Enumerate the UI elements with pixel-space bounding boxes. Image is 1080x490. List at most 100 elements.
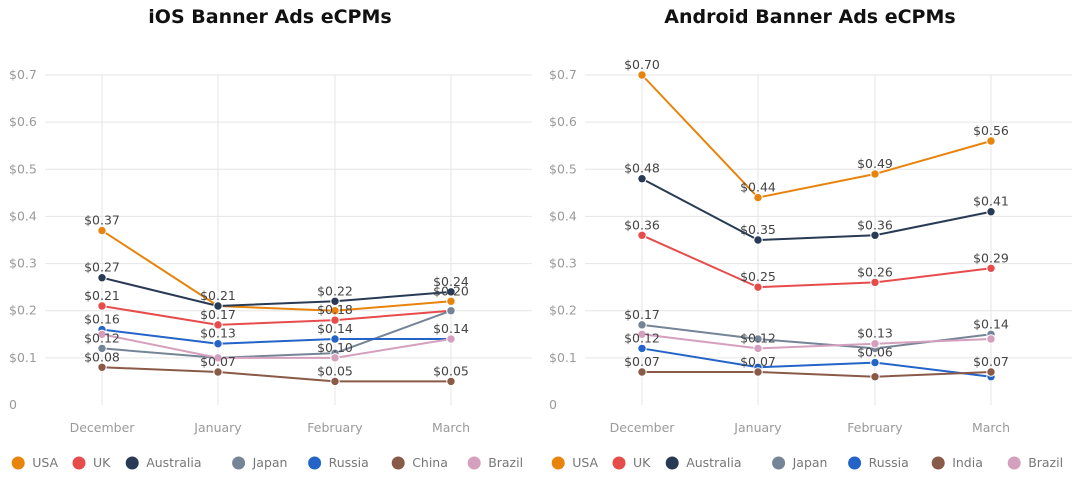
data-point-india: [637, 367, 647, 377]
ios-chart-plot: 0 $0.1 $0.2 $0.3 $0.4 $0.5 $0.6 $0.7 December Jan…: [9, 67, 532, 470]
legend-label: India: [952, 455, 983, 470]
data-label-usa: $0.21: [200, 288, 236, 303]
series-line-brazil: [641, 333, 992, 350]
y-tick-label: $0.4: [549, 208, 577, 223]
data-label-russia: $0.13: [200, 326, 236, 341]
y-tick-label: $0.6: [9, 114, 37, 129]
series-line-russia: [101, 328, 451, 345]
legend-item-brazil[interactable]: Brazil: [1007, 455, 1063, 470]
data-point-usa: [446, 296, 456, 306]
y-tick-label: $0.3: [549, 256, 577, 271]
data-label-uk: $0.26: [857, 264, 893, 279]
y-tick-label: $0.4: [9, 208, 37, 223]
series-line-uk: [101, 305, 452, 326]
data-point-brazil: [330, 353, 340, 363]
legend-label: Russia: [329, 455, 369, 470]
series-line-india: [642, 371, 992, 378]
chart-title: iOS Banner Ads eCPMs: [148, 6, 392, 28]
legend-swatch: [467, 456, 481, 470]
data-label-australia: $0.27: [84, 260, 120, 275]
series-line-uk: [641, 234, 992, 289]
data-label-uk: $0.21: [84, 288, 120, 303]
data-label-usa: $0.20: [433, 283, 469, 298]
legend-swatch: [72, 456, 86, 470]
data-point-brazil: [870, 339, 880, 349]
legend-swatch: [125, 456, 139, 470]
data-label-usa: $0.70: [624, 57, 660, 72]
y-tick-label: $0.3: [9, 256, 37, 271]
data-point-uk: [330, 315, 340, 325]
legend-item-australia[interactable]: Australia: [665, 455, 742, 470]
data-point-usa: [753, 192, 763, 203]
y-tick-label: $0.5: [9, 161, 37, 176]
series-line-brazil: [101, 333, 452, 359]
series-line-japan: [641, 323, 992, 350]
series-line-australia: [101, 276, 452, 307]
x-tick-label: March: [432, 420, 470, 435]
series-line-russia: [641, 347, 992, 378]
data-point-australia: [870, 230, 880, 240]
data-point-japan: [637, 320, 647, 330]
data-label-brazil: $0.10: [317, 340, 353, 355]
data-point-india: [870, 372, 880, 382]
legend-label: Japan: [252, 455, 288, 470]
data-point-china: [97, 362, 107, 372]
legend-item-india[interactable]: India: [931, 455, 983, 470]
legend-item-russia[interactable]: Russia: [308, 455, 369, 470]
legend-item-uk[interactable]: UK: [612, 455, 652, 470]
series-line-australia: [641, 177, 992, 241]
legend-item-china[interactable]: China: [391, 455, 448, 470]
data-label-russia: $0.12: [624, 330, 660, 345]
data-point-uk: [870, 277, 880, 288]
legend-label: China: [412, 455, 448, 470]
legend-item-japan[interactable]: Japan: [772, 455, 827, 470]
data-label-usa: $0.49: [857, 156, 893, 171]
data-point-australia: [330, 296, 340, 306]
data-point-usa: [637, 70, 647, 80]
legend-swatch: [612, 456, 626, 470]
data-label-india: $0.07: [973, 354, 1009, 369]
x-tick-label: January: [193, 420, 242, 435]
data-point-usa: [986, 136, 996, 146]
legend-item-usa[interactable]: USA: [11, 455, 59, 470]
data-point-russia: [637, 343, 647, 354]
data-label-japan: $0.17: [624, 307, 660, 322]
data-label-australia: $0.24: [433, 274, 469, 289]
data-point-russia: [330, 334, 340, 344]
legend-label: USA: [32, 455, 58, 470]
data-label-china: $0.08: [84, 349, 120, 364]
data-point-brazil: [986, 334, 996, 344]
data-point-uk: [637, 230, 647, 240]
legend-item-usa[interactable]: USA: [551, 455, 599, 470]
legend-item-brazil[interactable]: Brazil: [467, 455, 523, 470]
data-point-australia: [637, 174, 647, 184]
legend-item-uk[interactable]: UK: [72, 455, 112, 470]
data-label-russia: $0.06: [857, 345, 893, 360]
legend-item-japan[interactable]: Japan: [232, 455, 287, 470]
data-label-brazil: $0.14: [433, 321, 469, 336]
data-point-usa: [97, 225, 107, 236]
legend-label: Australia: [686, 455, 741, 470]
data-point-australia: [753, 235, 763, 245]
data-label-japan: $0.14: [973, 316, 1009, 331]
legend-swatch: [232, 456, 246, 470]
legend-label: Russia: [869, 455, 909, 470]
data-point-india: [753, 367, 763, 377]
data-label-uk: $0.17: [200, 307, 236, 322]
data-point-uk: [753, 282, 763, 292]
legend-label: Japan: [792, 455, 828, 470]
data-label-japan: $0.12: [84, 330, 120, 345]
legend-label: Brazil: [488, 455, 523, 470]
legend-item-australia[interactable]: Australia: [125, 455, 202, 470]
legend-label: UK: [93, 455, 111, 470]
data-point-australia: [446, 287, 456, 297]
data-label-china: $0.07: [200, 354, 236, 369]
y-tick-label: $0.7: [549, 67, 577, 82]
data-point-japan: [446, 306, 456, 316]
y-tick-label: 0: [549, 397, 557, 412]
y-tick-label: $0.6: [549, 114, 577, 129]
legend-label: USA: [572, 455, 598, 470]
data-label-australia: $0.48: [624, 161, 660, 176]
legend-item-russia[interactable]: Russia: [848, 455, 909, 470]
legend-label: Brazil: [1028, 455, 1063, 470]
